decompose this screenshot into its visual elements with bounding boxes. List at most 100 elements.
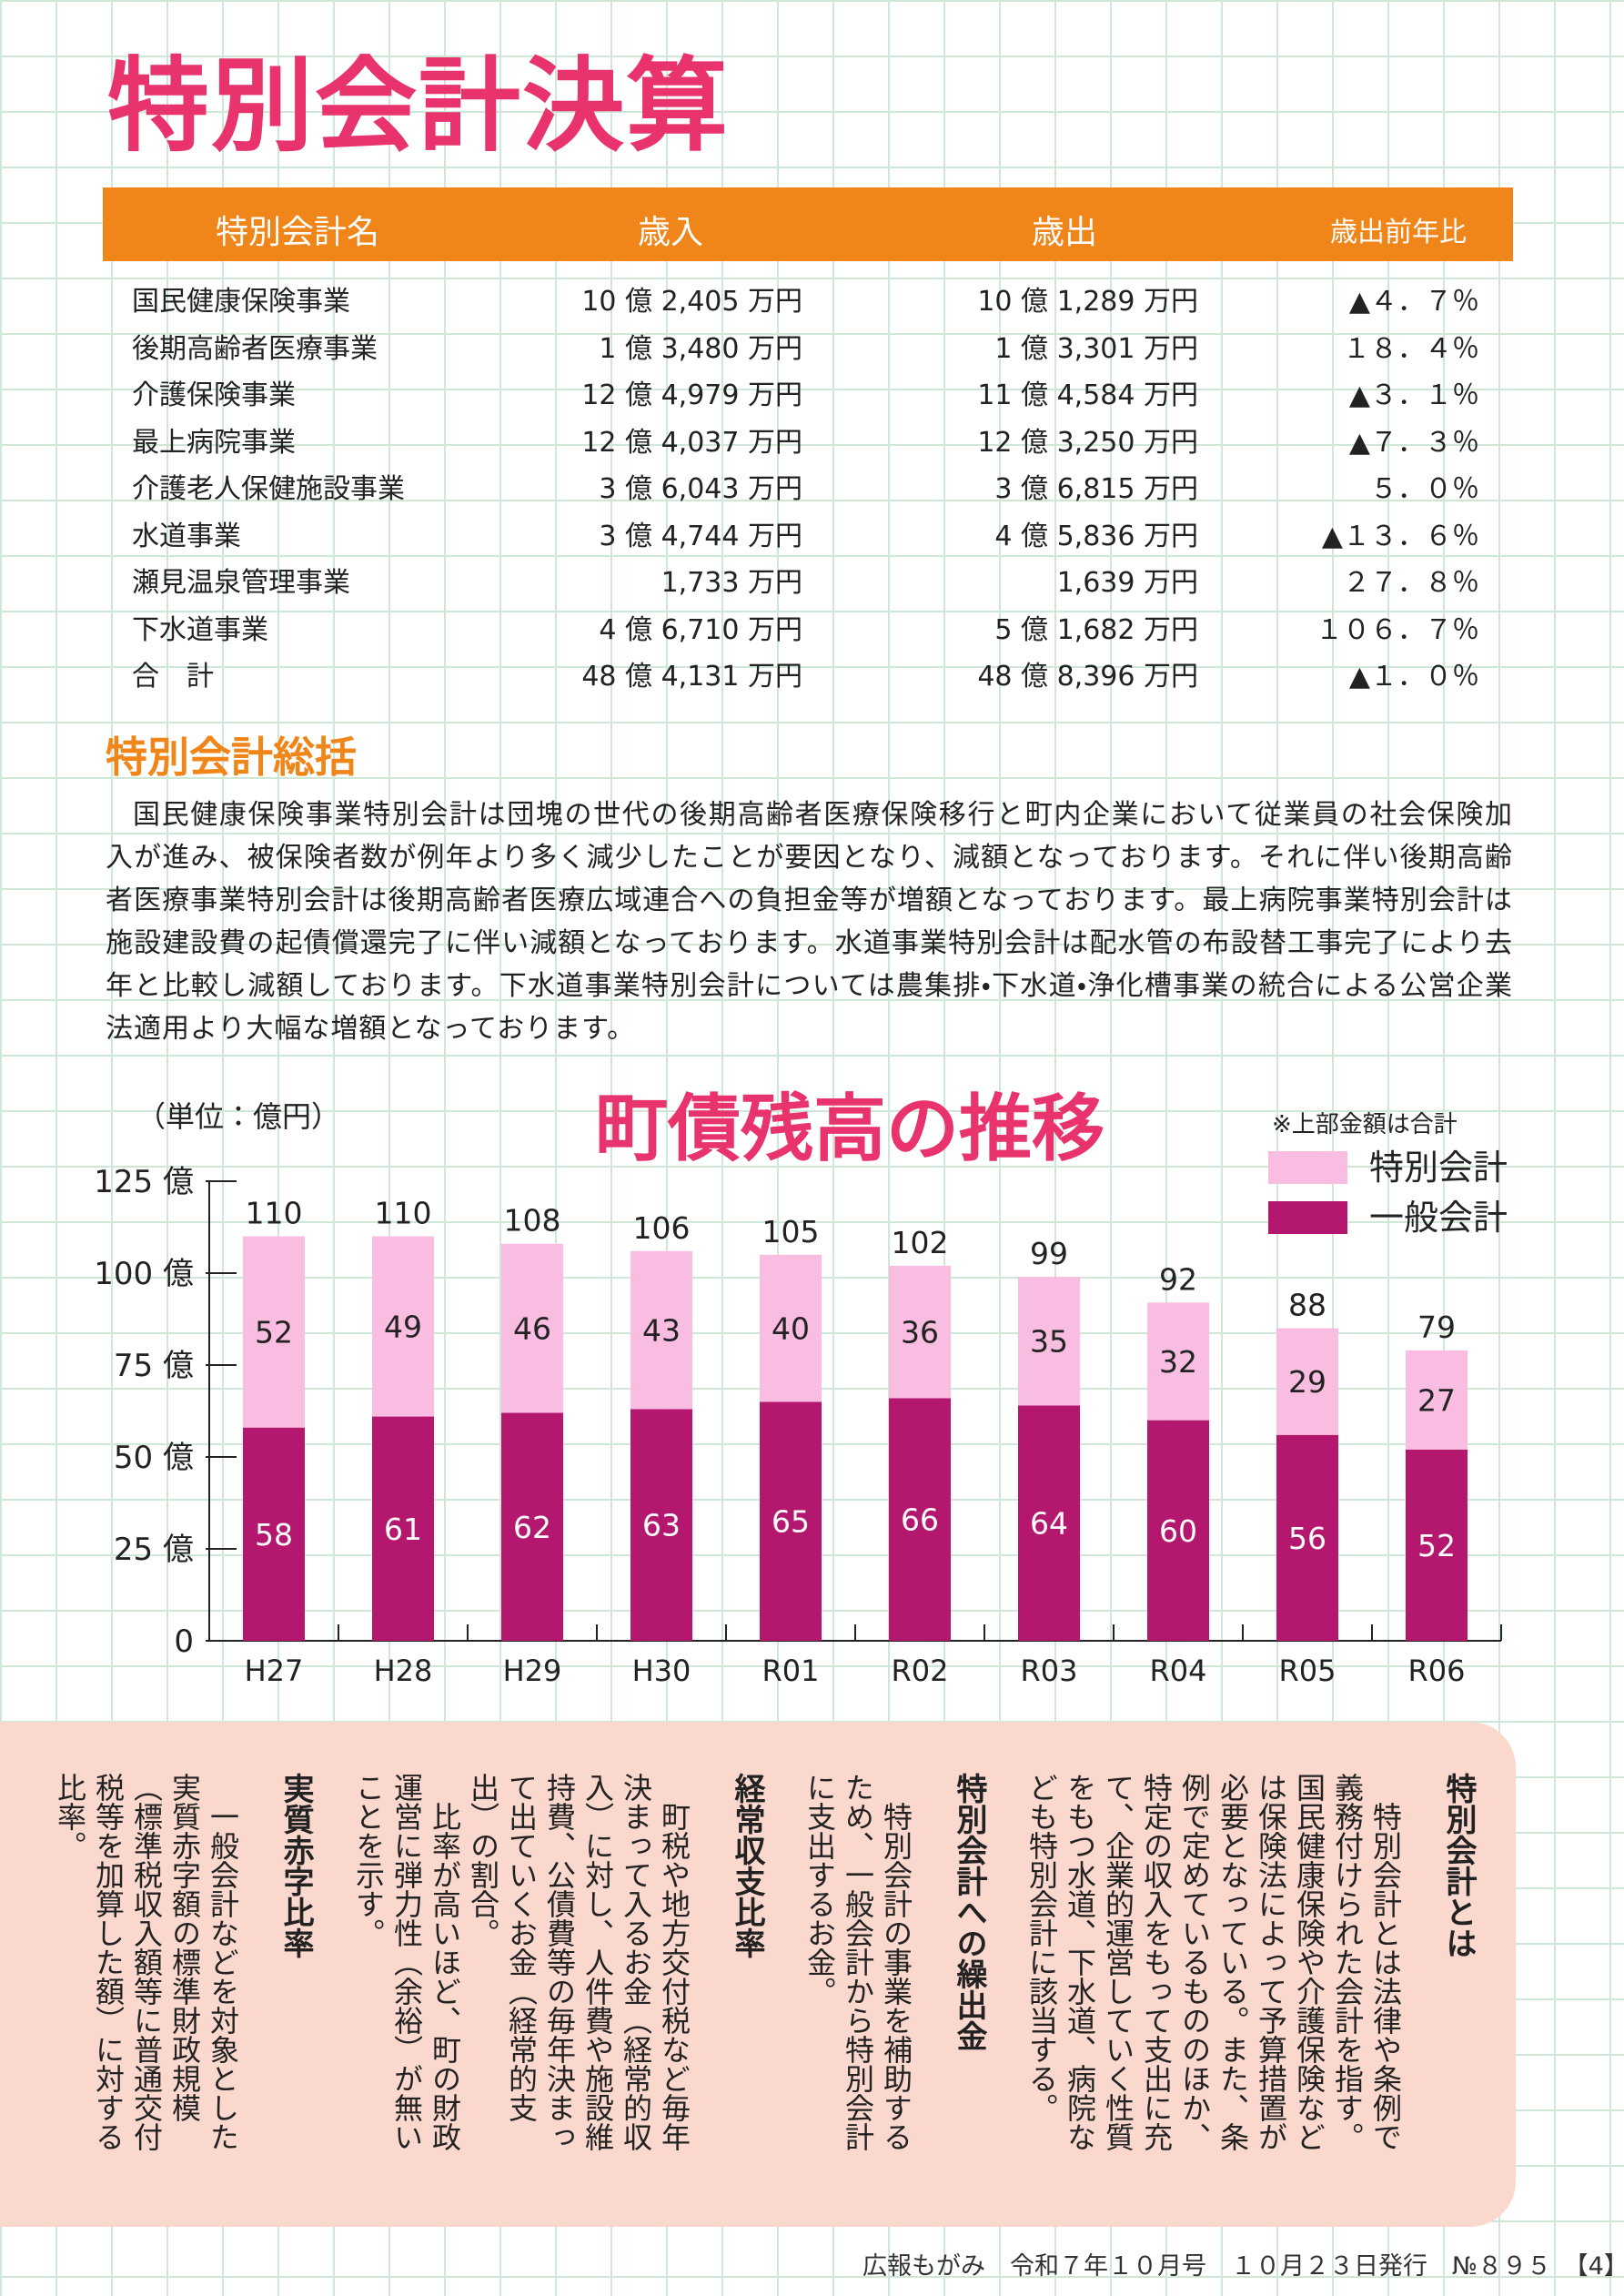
table-cell: 介護老人保健施設事業 (132, 473, 405, 505)
table-cell: 介護保険事業 (132, 379, 296, 411)
total-label: 88 (1288, 1288, 1326, 1323)
chart-title: 町債残高の推移 (595, 1087, 1105, 1171)
total-label: 105 (762, 1214, 820, 1249)
data-label: 60 (1159, 1513, 1197, 1549)
bar-segment (1276, 1434, 1338, 1641)
table-cell: 12 億 4,037 万円 (581, 426, 802, 459)
table-cell: １８．４％ (1343, 332, 1479, 365)
glossary-text: 特別会計とは法律や条例で義務付けられた会計を指す。国民健康保険や介護保険などは保… (1024, 1773, 1403, 2151)
bar-segment (1147, 1420, 1209, 1641)
bar-segment (889, 1398, 951, 1641)
total-label: 106 (633, 1210, 691, 1246)
data-label: 49 (384, 1310, 422, 1345)
total-label: 108 (504, 1203, 561, 1239)
table-cell: 1,639 万円 (1056, 567, 1198, 599)
table-header-cell: 歳入 (637, 214, 704, 251)
data-label: 64 (1030, 1506, 1068, 1542)
data-label: 56 (1288, 1521, 1326, 1556)
y-tick-label: 125 億 (94, 1164, 194, 1200)
bar-segment (243, 1236, 305, 1428)
table-cell: 1 億 3,301 万円 (994, 332, 1198, 365)
table-cell: ▲７．３％ (1348, 426, 1479, 459)
x-tick-label: R05 (1279, 1654, 1337, 1688)
bar-segment (889, 1265, 951, 1399)
bar-segment (1276, 1328, 1338, 1435)
x-tick-label: H29 (503, 1654, 562, 1688)
glossary-section: 特別会計とは 特別会計とは法律や条例で義務付けられた会計を指す。国民健康保険や介護… (1023, 1773, 1478, 2159)
table-header: 特別会計名 歳入 歳出 歳出前年比 (103, 187, 1513, 261)
table-cell: 瀬見温泉管理事業 (132, 567, 350, 599)
x-tick-label: H30 (632, 1654, 691, 1688)
table-cell: 3 億 6,815 万円 (994, 473, 1198, 505)
data-label: 43 (642, 1313, 681, 1349)
bar-segment (630, 1250, 692, 1410)
bar-segment (1406, 1350, 1468, 1450)
data-label: 61 (384, 1512, 422, 1547)
y-tick-label: 75 億 (114, 1348, 194, 1384)
table-cell: 48 億 8,396 万円 (977, 661, 1198, 693)
table-cell: ▲１．０％ (1348, 661, 1479, 693)
table-cell: ▲４．７％ (1348, 286, 1479, 318)
glossary-text: 一般会計などを対象とした実質赤字額の標準財政規模（標準税収入額等に普通交付税等を… (53, 1773, 240, 2151)
legend-swatch (1268, 1151, 1347, 1184)
total-label: 79 (1417, 1310, 1456, 1345)
glossary-text: 比率が高いほど、町の財政運営に弾力性（余裕）が無いことを示す。 (351, 1773, 462, 2151)
glossary-text: 特別会計の事業を補助するため、一般会計から特別会計に支出するお金。 (802, 1773, 913, 2151)
bar-segment (501, 1243, 563, 1413)
bar-segment (243, 1427, 305, 1641)
data-label: 46 (513, 1311, 551, 1347)
legend-swatch (1268, 1201, 1347, 1234)
bar-segment (760, 1401, 822, 1641)
footer: 広報もがみ 令和７年１０月号 １０月２３日発行 №８９５ 【4】 (862, 2252, 1624, 2281)
total-label: 99 (1030, 1236, 1068, 1271)
table-cell: 5 億 1,682 万円 (994, 613, 1198, 646)
x-tick-label: R02 (892, 1654, 949, 1688)
table-cell: 48 億 4,131 万円 (581, 661, 802, 693)
page-title: 特別会計決算 (107, 47, 730, 166)
table-cell: 水道事業 (132, 520, 241, 552)
total-label: 92 (1159, 1261, 1197, 1297)
total-label: 110 (375, 1196, 432, 1231)
data-label: 52 (1417, 1528, 1456, 1563)
data-label: 62 (513, 1510, 551, 1545)
chart: 町債残高の推移 （単位：億円） ※上部金額は合計 0 25 億 50 億 75 億 100 億… (94, 1087, 1508, 1688)
data-label: 58 (255, 1517, 293, 1553)
table-cell: 12 億 4,979 万円 (581, 379, 802, 411)
table-header-cell: 歳出 (1031, 214, 1098, 251)
bar-segment (630, 1409, 692, 1641)
data-label: 29 (1288, 1364, 1326, 1400)
y-tick-label: 50 億 (114, 1440, 194, 1476)
glossary-heading: 経常収支比率 (729, 1773, 765, 1958)
table-header-cell: 特別会計名 (215, 214, 380, 251)
bar-segment (760, 1254, 822, 1402)
table-cell: 最上病院事業 (132, 426, 296, 459)
table-cell: ５．０％ (1370, 473, 1479, 505)
data-label: 52 (255, 1315, 293, 1350)
data-label: 36 (901, 1315, 939, 1350)
table-cell: 4 億 5,836 万円 (994, 520, 1198, 552)
table-cell: 1 億 3,480 万円 (599, 332, 802, 365)
x-tick-label: R06 (1408, 1654, 1466, 1688)
summary-text: 国民健康保険事業特別会計は団塊の世代の後期高齢者医療保険移行と町内企業において従… (106, 799, 1513, 1045)
table-cell: 12 億 3,250 万円 (977, 426, 1198, 459)
x-tick-label: H28 (374, 1654, 433, 1688)
data-label: 40 (772, 1311, 810, 1347)
table-cell: ▲３．１％ (1348, 379, 1479, 411)
table-cell: 合 計 (132, 661, 214, 693)
table-header-cell: 歳出前年比 (1330, 217, 1467, 248)
x-tick-label: H27 (245, 1654, 304, 1688)
chart-unit: （単位：億円） (136, 1099, 340, 1134)
data-label: 63 (642, 1508, 681, 1543)
y-tick-label: 0 (174, 1623, 194, 1660)
x-tick-label: R03 (1021, 1654, 1078, 1688)
table-cell: 10 億 1,289 万円 (977, 286, 1198, 318)
table-cell: ２７．８％ (1343, 567, 1479, 599)
data-label: 35 (1030, 1324, 1068, 1360)
x-tick-label: R01 (762, 1654, 820, 1688)
total-label: 110 (246, 1196, 303, 1231)
data-label: 65 (772, 1504, 810, 1540)
bar-segment (1018, 1405, 1080, 1641)
total-label: 102 (892, 1225, 949, 1260)
bar-segment (372, 1416, 434, 1641)
x-tick-label: R04 (1150, 1654, 1207, 1688)
